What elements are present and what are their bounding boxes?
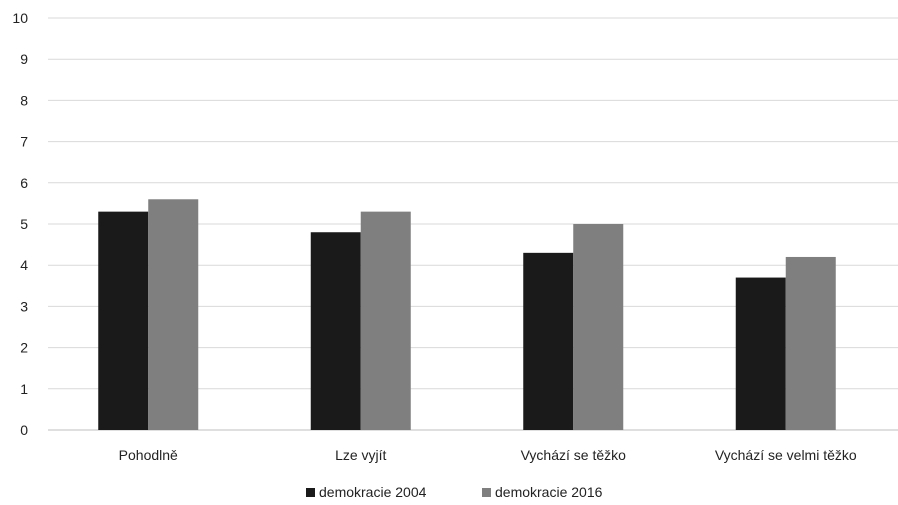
y-tick-label: 2 (20, 340, 28, 356)
y-tick-label: 7 (20, 134, 28, 150)
y-tick-label: 0 (20, 422, 28, 438)
bars (98, 199, 836, 430)
y-tick-label: 9 (20, 51, 28, 67)
bar-demokracie-2004 (98, 211, 149, 430)
x-category-label: Lze vyjít (335, 447, 386, 463)
x-axis-categories: Pohodlně Lze vyjít Vychází se těžko Vychází… (119, 447, 857, 463)
bar-demokracie-2004 (310, 232, 361, 430)
bar-demokracie-2016 (785, 256, 836, 430)
bar-demokracie-2016 (360, 211, 411, 430)
bar-demokracie-2004 (735, 277, 786, 430)
y-tick-label: 5 (20, 216, 28, 232)
bar-demokracie-2016 (573, 224, 624, 430)
legend: demokracie 2004 demokracie 2016 (306, 484, 603, 500)
legend-swatch (482, 488, 491, 497)
y-tick-label: 4 (20, 257, 28, 273)
y-tick-label: 8 (20, 92, 28, 108)
y-axis-ticks: 0 1 2 3 4 5 6 7 8 9 10 (12, 10, 28, 438)
y-tick-label: 3 (20, 298, 28, 314)
bar-demokracie-2004 (523, 252, 574, 430)
legend-label: demokracie 2004 (319, 484, 427, 500)
y-tick-label: 1 (20, 381, 28, 397)
x-category-label: Vychází se těžko (521, 447, 627, 463)
x-category-label: Pohodlně (119, 447, 178, 463)
y-tick-label: 10 (12, 10, 28, 26)
x-category-label: Vychází se velmi těžko (715, 447, 857, 463)
legend-label: demokracie 2016 (495, 484, 603, 500)
legend-swatch (306, 488, 315, 497)
bar-demokracie-2016 (148, 199, 199, 430)
y-tick-label: 6 (20, 175, 28, 191)
